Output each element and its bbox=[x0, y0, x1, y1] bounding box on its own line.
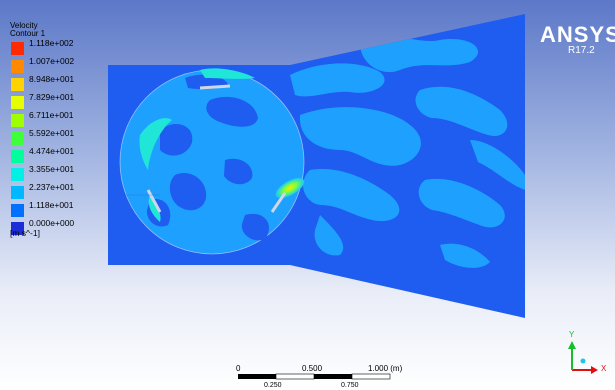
legend-level-label: 0.000e+000 bbox=[29, 218, 75, 228]
blade-left bbox=[146, 189, 162, 213]
scale-label-1000: 1.000 (m) bbox=[368, 364, 403, 373]
legend-swatch bbox=[11, 60, 24, 73]
scale-label-0500: 0.500 bbox=[302, 364, 323, 373]
legend-swatch bbox=[11, 78, 24, 91]
legend-swatch bbox=[11, 204, 24, 217]
legend-level-label: 1.007e+002 bbox=[29, 56, 75, 66]
legend-units: [m s^-1] bbox=[10, 228, 40, 238]
legend-swatch bbox=[11, 96, 24, 109]
legend-subtitle: Contour 1 bbox=[10, 29, 46, 38]
legend-level-label: 2.237e+001 bbox=[29, 182, 75, 192]
legend-title: Velocity bbox=[10, 21, 38, 30]
velocity-contours bbox=[119, 36, 525, 268]
axis-y-label: Y bbox=[569, 330, 575, 339]
scale-label-0750: 0.750 bbox=[341, 382, 359, 389]
scale-bar bbox=[238, 373, 391, 380]
legend-swatch bbox=[11, 132, 24, 145]
legend-swatch bbox=[11, 168, 24, 181]
legend-swatch bbox=[11, 114, 24, 127]
legend-level-label: 6.711e+001 bbox=[29, 110, 74, 120]
axis-x-label: X bbox=[601, 364, 607, 373]
ansys-logo: ANSYS bbox=[540, 22, 615, 47]
axis-triad bbox=[568, 341, 598, 374]
release-label: R17.2 bbox=[568, 45, 595, 56]
legend-level-label: 1.118e+002 bbox=[29, 38, 74, 48]
legend-swatch bbox=[11, 222, 24, 235]
blade-top bbox=[199, 84, 231, 90]
blade-right bbox=[270, 192, 287, 213]
legend-swatch bbox=[11, 150, 24, 163]
scale-label-0250: 0.250 bbox=[264, 382, 282, 389]
legend-level-label: 3.355e+001 bbox=[29, 164, 75, 174]
legend-level-label: 8.948e+001 bbox=[29, 74, 75, 84]
scale-label-0: 0 bbox=[236, 364, 241, 373]
legend-swatch bbox=[11, 42, 24, 55]
legend-swatch bbox=[11, 186, 24, 199]
legend-level-label: 4.474e+001 bbox=[29, 146, 75, 156]
legend-level-label: 1.118e+001 bbox=[29, 200, 74, 210]
legend-level-label: 5.592e+001 bbox=[29, 128, 75, 138]
legend-level-label: 7.829e+001 bbox=[29, 92, 75, 102]
